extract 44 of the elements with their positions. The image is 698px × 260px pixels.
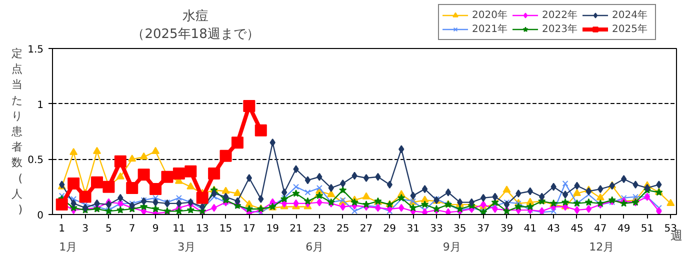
- text: 12月: [589, 240, 614, 254]
- legend-label: 2023年: [542, 23, 578, 36]
- x-tick-label: 47: [594, 224, 607, 234]
- x-tick-label: 1: [58, 224, 66, 234]
- x-tick-label: 41: [524, 224, 537, 234]
- x-tick-label: 29: [383, 224, 396, 234]
- text: 9月: [442, 240, 461, 254]
- x-tick-label: 45: [570, 224, 584, 234]
- x-tick-label: 27: [360, 224, 373, 234]
- x-tick-label: 43: [547, 224, 560, 234]
- x-tick-label: 37: [476, 224, 490, 234]
- y-tick-label: 1.5: [28, 44, 44, 56]
- x-tick-label: 33: [430, 224, 443, 234]
- y-tick-label: 1: [37, 100, 44, 111]
- legend-label: 2024年: [612, 9, 648, 22]
- y-tick-label: 0: [37, 210, 44, 222]
- x-tick-label: 3: [82, 224, 88, 234]
- x-tick-label: 21: [290, 224, 302, 234]
- legend-label: 2020年: [472, 9, 508, 22]
- x-tick-label: 15: [219, 224, 232, 234]
- x-tick-label: 51: [640, 224, 654, 234]
- x-tick-label: 13: [196, 224, 209, 234]
- y-tick-label: 0.5: [28, 155, 44, 166]
- x-tick-label: 11: [172, 224, 186, 234]
- text: 6月: [306, 240, 324, 254]
- legend-label: 2025年: [612, 23, 648, 36]
- chart-subtitle: （2025年18週まで）: [132, 27, 260, 42]
- x-tick-label: 31: [406, 224, 420, 234]
- x-tick-label: 39: [500, 224, 514, 234]
- x-tick-label: 49: [617, 224, 630, 234]
- text: 定点当たり患者数(人): [12, 47, 23, 216]
- x-tick-label: 17: [242, 224, 256, 234]
- x-tick-label: 7: [128, 224, 136, 234]
- legend-label: 2022年: [542, 9, 578, 22]
- x-tick-label: 5: [106, 224, 112, 234]
- x-tick-label: 19: [266, 224, 279, 234]
- x-tick-label: 35: [454, 224, 466, 234]
- x-tick-label: 9: [152, 224, 159, 234]
- text: 3月: [178, 240, 196, 254]
- x-tick-label: 25: [336, 224, 350, 234]
- text: 1月: [59, 240, 78, 254]
- chart-title: 水痘: [182, 9, 209, 24]
- x-tick-label: 23: [313, 224, 326, 234]
- legend-label: 2021年: [472, 23, 508, 36]
